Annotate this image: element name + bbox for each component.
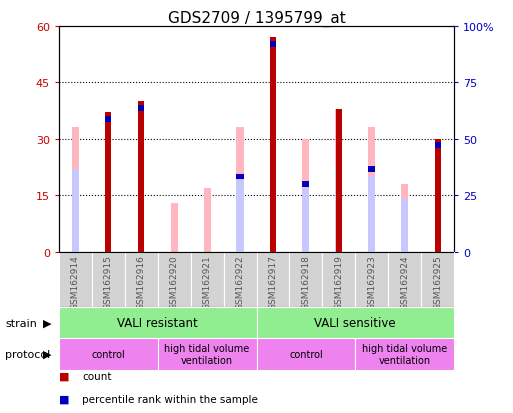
Text: GSM162915: GSM162915 [104,255,113,309]
Bar [335,166,342,252]
Bar [139,106,144,111]
Bar [435,140,441,252]
Bar [289,252,322,308]
Bar [236,177,244,252]
Text: GSM162917: GSM162917 [268,255,278,309]
Text: control: control [91,349,125,359]
Bar [355,252,388,308]
Text: count: count [82,371,112,381]
Bar [368,166,376,172]
Bar [336,109,342,252]
Text: GSM162922: GSM162922 [235,255,245,309]
Bar [256,339,355,370]
Bar [435,143,441,149]
Text: GSM162923: GSM162923 [367,255,376,309]
Bar [302,140,309,252]
Bar [388,252,421,308]
Text: VALI resistant: VALI resistant [117,317,198,330]
Bar [105,117,111,123]
Text: percentile rank within the sample: percentile rank within the sample [82,394,258,404]
Bar [92,252,125,308]
Bar [72,169,79,252]
Text: GSM162924: GSM162924 [400,255,409,309]
Bar [401,199,408,252]
Text: GDS2709 / 1395799_at: GDS2709 / 1395799_at [168,10,345,26]
Text: ▶: ▶ [43,318,51,328]
Bar [191,252,224,308]
Bar [256,252,289,308]
Bar [368,128,376,252]
Bar [224,252,256,308]
Bar [256,308,454,339]
Text: GSM162918: GSM162918 [301,255,310,309]
Text: strain: strain [5,318,37,328]
Text: ■: ■ [59,394,69,404]
Bar [171,203,178,252]
Bar [355,339,454,370]
Text: GSM162919: GSM162919 [334,255,343,309]
Bar [158,339,256,370]
Text: GSM162925: GSM162925 [433,255,442,309]
Text: ▶: ▶ [43,349,51,359]
Text: GSM162920: GSM162920 [170,255,179,309]
Bar [59,308,256,339]
Bar [59,339,158,370]
Text: high tidal volume
ventilation: high tidal volume ventilation [362,343,447,365]
Bar [139,102,144,252]
Bar [368,177,376,252]
Text: GSM162921: GSM162921 [203,255,212,309]
Text: control: control [289,349,323,359]
Bar [270,38,276,252]
Bar [236,128,244,252]
Bar [105,113,111,252]
Bar [302,188,309,252]
Bar [335,109,342,252]
Text: protocol: protocol [5,349,50,359]
Bar [322,252,355,308]
Bar [72,128,79,252]
Text: GSM162914: GSM162914 [71,255,80,309]
Bar [270,42,276,47]
Bar [158,252,191,308]
Bar [59,252,92,308]
Bar [401,184,408,252]
Bar [302,182,309,187]
Text: VALI sensitive: VALI sensitive [314,317,396,330]
Bar [125,252,158,308]
Bar [421,252,454,308]
Bar [236,174,244,180]
Text: GSM162916: GSM162916 [137,255,146,309]
Text: ■: ■ [59,371,69,381]
Text: high tidal volume
ventilation: high tidal volume ventilation [165,343,250,365]
Bar [204,188,211,252]
